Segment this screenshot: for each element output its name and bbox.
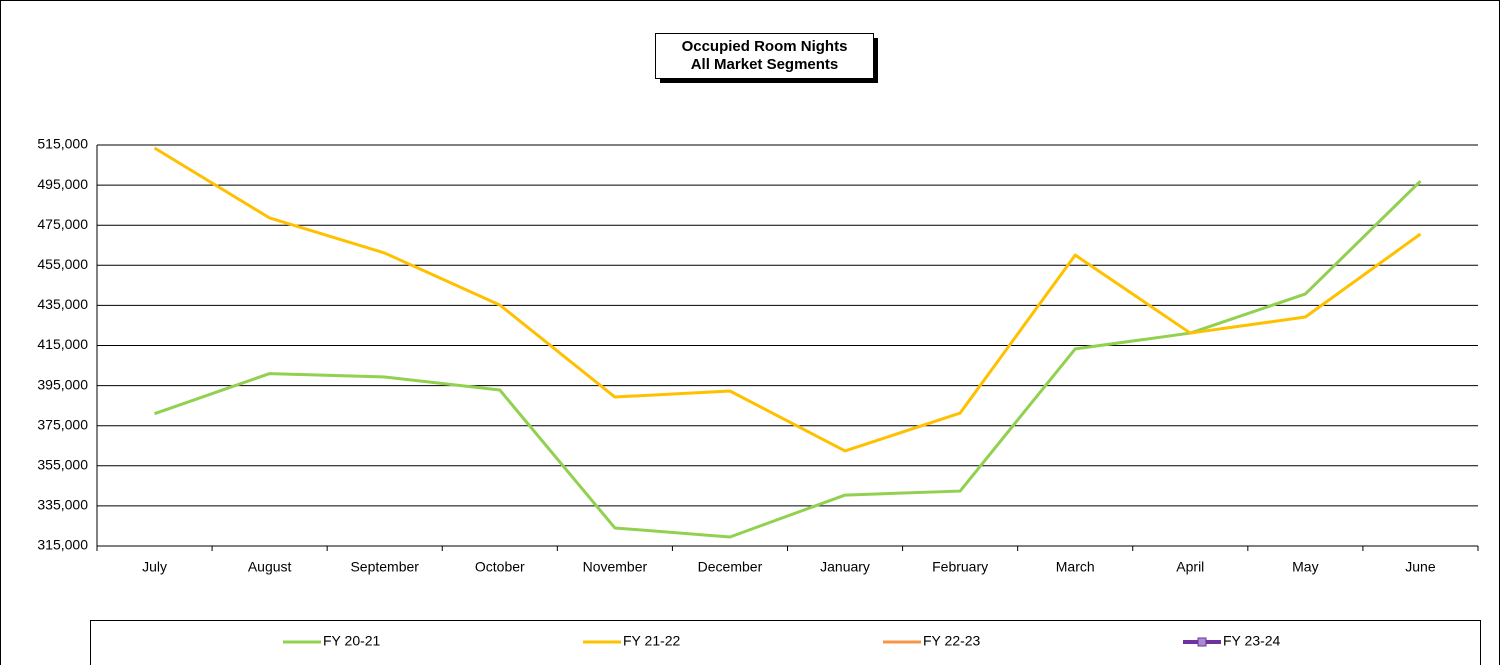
legend-label: FY 22-23 xyxy=(923,633,981,649)
x-tick-label: March xyxy=(1056,559,1095,575)
legend-label: FY 20-21 xyxy=(323,633,381,649)
x-tick-label: December xyxy=(698,559,763,575)
y-tick-label: 355,000 xyxy=(37,457,88,473)
x-tick-label: November xyxy=(583,559,648,575)
y-tick-label: 475,000 xyxy=(37,216,88,232)
x-tick-label: April xyxy=(1176,559,1204,575)
legend-label: FY 23-24 xyxy=(1223,633,1281,649)
y-tick-label: 435,000 xyxy=(37,296,88,312)
series-line xyxy=(154,180,1422,539)
x-tick-label: August xyxy=(248,559,292,575)
y-tick-label: 415,000 xyxy=(37,336,88,352)
x-tick-label: September xyxy=(350,559,419,575)
chart-title: Occupied Room Nights xyxy=(682,38,848,55)
x-tick-label: June xyxy=(1405,559,1436,575)
x-tick-label: October xyxy=(475,559,525,575)
y-tick-label: 395,000 xyxy=(37,376,88,392)
legend-label: FY 21-22 xyxy=(623,633,681,649)
y-tick-label: 315,000 xyxy=(37,537,88,553)
y-tick-label: 455,000 xyxy=(37,256,88,272)
y-tick-label: 515,000 xyxy=(37,136,88,152)
x-tick-label: February xyxy=(932,559,988,575)
legend-marker xyxy=(1197,637,1207,647)
series-line xyxy=(153,146,1422,453)
y-tick-label: 375,000 xyxy=(37,416,88,432)
legend-box xyxy=(90,620,1481,670)
y-tick-label: 495,000 xyxy=(37,176,88,192)
x-tick-label: July xyxy=(142,559,167,575)
x-tick-label: January xyxy=(820,559,870,575)
title-box xyxy=(655,33,874,79)
x-tick-label: May xyxy=(1292,559,1318,575)
y-tick-label: 335,000 xyxy=(37,497,88,513)
chart-title: All Market Segments xyxy=(691,56,839,73)
